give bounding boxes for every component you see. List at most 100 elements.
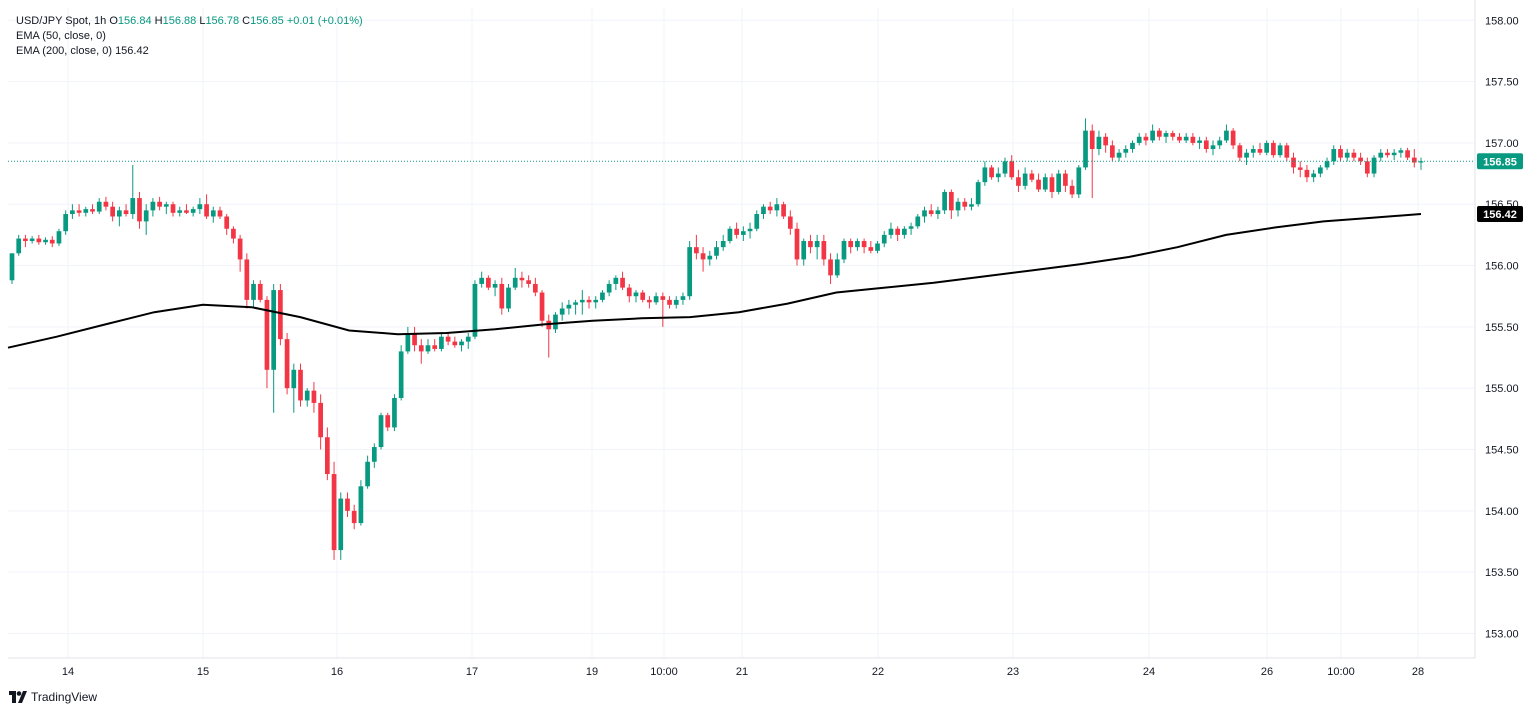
y-tick-label: 157.50 (1485, 77, 1519, 89)
candle-body (345, 498, 350, 511)
candle (1177, 133, 1182, 143)
candle-body (1096, 136, 1102, 150)
candle (1277, 142, 1283, 158)
candle-body (680, 296, 686, 300)
candle (204, 194, 209, 219)
candle (1183, 133, 1189, 143)
candle (224, 214, 230, 235)
candle (1364, 157, 1370, 178)
candle (197, 198, 203, 215)
candle-body (821, 241, 827, 260)
candle (600, 290, 605, 303)
tradingview-logo[interactable]: TradingView (9, 690, 97, 704)
candle-body (1123, 149, 1129, 153)
candle (378, 412, 384, 450)
candle-body (9, 253, 15, 281)
candle (969, 198, 974, 211)
candle (324, 427, 330, 481)
candle-body (492, 283, 498, 288)
x-tick-label: 19 (586, 666, 598, 678)
candle (821, 234, 827, 266)
candle (157, 196, 162, 211)
candle-body (1405, 150, 1410, 158)
candle-body (989, 167, 994, 178)
candle (163, 201, 169, 215)
candle-body (1136, 136, 1142, 143)
candle (479, 271, 485, 288)
candle (499, 277, 505, 315)
candle (774, 198, 780, 217)
candle-body (969, 204, 974, 207)
candle-body (1177, 136, 1182, 141)
ema200-label: EMA (200, close, 0) (16, 45, 112, 57)
candle (1224, 124, 1229, 143)
candle (452, 336, 458, 348)
candle (1311, 169, 1316, 183)
candle-body (975, 182, 981, 205)
candle-body (358, 486, 364, 524)
candle-body (526, 280, 531, 284)
ema200-row[interactable]: EMA (200, close, 0) 156.42 (16, 44, 363, 59)
candle-body (365, 461, 370, 487)
candle (1042, 173, 1048, 192)
candle-body (1271, 142, 1276, 156)
candle-body (740, 231, 746, 235)
candle (881, 231, 887, 248)
candle-body (673, 299, 679, 305)
candle (794, 222, 800, 266)
y-tick-label: 155.00 (1485, 383, 1519, 395)
candle-body (170, 204, 176, 213)
candle (841, 238, 847, 264)
candle (76, 204, 82, 217)
candle-body (694, 247, 699, 254)
candle (184, 204, 189, 215)
y-tick-label: 157.00 (1485, 138, 1519, 150)
candle (506, 283, 511, 313)
candle-body (1197, 140, 1202, 143)
candle (110, 201, 115, 222)
candle (1029, 169, 1035, 183)
candle-body (586, 299, 592, 303)
candle-body (291, 369, 297, 389)
candle-body (96, 201, 102, 212)
open-value: 156.84 (117, 15, 152, 27)
candle-body (982, 167, 988, 183)
ema200-line (7, 213, 1422, 349)
candle (1022, 167, 1028, 190)
candle-body (727, 228, 733, 242)
candle (1338, 145, 1343, 162)
y-tick-label: 153.50 (1485, 567, 1519, 579)
candle (573, 299, 578, 315)
candle-body (1150, 130, 1155, 141)
candle-body (425, 345, 431, 352)
candle-body (190, 209, 196, 213)
candle-body (398, 351, 404, 398)
candle-body (922, 210, 927, 217)
candle-body (445, 336, 451, 342)
y-tick-label: 158.00 (1485, 15, 1519, 27)
candle (1056, 169, 1062, 195)
candle (747, 222, 753, 239)
candle-body (908, 226, 914, 229)
candle-body (1318, 167, 1323, 174)
symbol-label[interactable]: USD/JPY Spot, 1h (16, 15, 107, 27)
candle (559, 302, 565, 321)
candle-body (29, 238, 35, 242)
candle (1002, 157, 1008, 178)
candle-body (593, 299, 599, 303)
x-tick-label: 23 (1007, 666, 1019, 678)
candle (814, 234, 820, 260)
candle-body (1277, 145, 1283, 156)
candle-body (512, 277, 518, 288)
candle-body (392, 398, 397, 428)
candle-body (1385, 152, 1390, 156)
ema50-row[interactable]: EMA (50, close, 0) (16, 29, 363, 44)
candle-body (284, 339, 290, 389)
candle-body (1358, 157, 1363, 162)
candle-body (43, 239, 48, 243)
candle (1089, 124, 1095, 199)
brand-name: TradingView (31, 690, 98, 704)
candle-body (700, 253, 706, 260)
x-tick-label: 15 (197, 666, 209, 678)
